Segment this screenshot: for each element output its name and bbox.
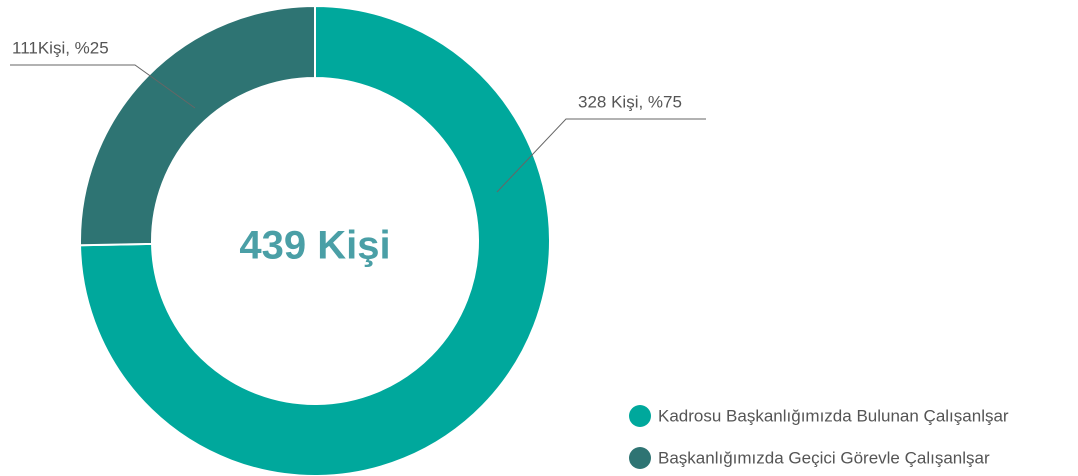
slices bbox=[79, 4, 551, 476]
legend-swatch bbox=[629, 447, 651, 469]
center-label: 439 Kişi bbox=[239, 224, 390, 268]
slice-label: 111Kişi, %25 bbox=[12, 38, 109, 57]
legend: Kadrosu Başkanlığımızda Bulunan Çalışanl… bbox=[629, 405, 1009, 469]
legend-label: Kadrosu Başkanlığımızda Bulunan Çalışanl… bbox=[658, 406, 1009, 425]
slice bbox=[79, 4, 316, 247]
legend-label: Başkanlığımızda Geçici Görevle Çalışanlş… bbox=[658, 448, 990, 467]
slice bbox=[79, 4, 551, 476]
leader-line bbox=[496, 118, 706, 193]
slice-label: 328 Kişi, %75 bbox=[578, 92, 682, 111]
legend-swatch bbox=[629, 405, 651, 427]
leader-line bbox=[10, 64, 196, 109]
